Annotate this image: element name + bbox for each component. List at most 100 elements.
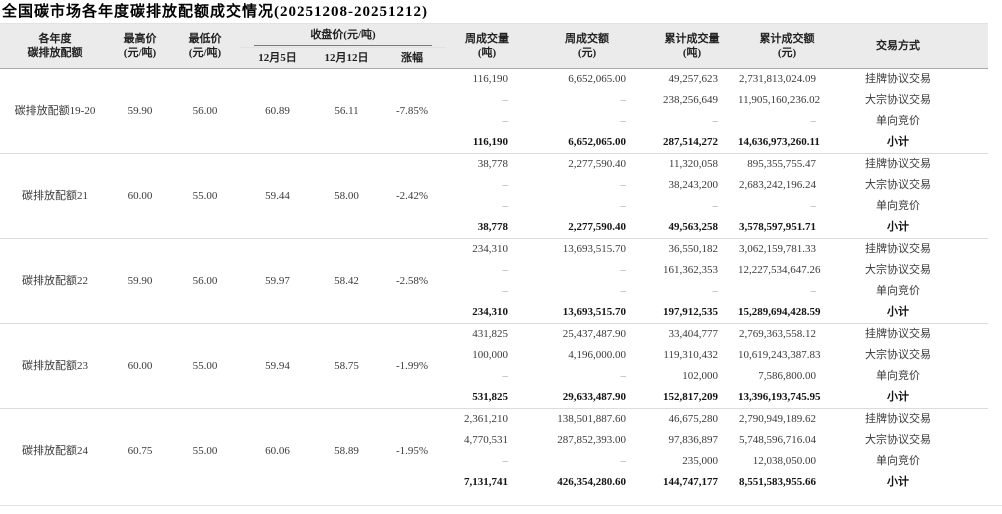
- weekly-amount: –: [620, 179, 627, 191]
- highest-price: 60.75: [127, 444, 153, 457]
- cumulative-amount: 14,636,973,260.11: [738, 136, 820, 148]
- subtotal-row: 116,190 6,652,065.00 287,514,272 14,636,973…: [0, 132, 988, 154]
- highest-price: 60.00: [127, 189, 153, 202]
- trade-method: 小计: [887, 476, 910, 488]
- trade-type-row: – – 235,000 12,038,050.00 单向竞价: [0, 451, 988, 472]
- trade-method: 单向竞价: [876, 455, 921, 467]
- col-header-product: 各年度 碳排放配额: [0, 23, 110, 69]
- weekly-volume: –: [502, 115, 509, 127]
- price-change: -2.42%: [395, 189, 429, 202]
- col-header-weekly-amount: 周成交额 (元): [528, 23, 647, 69]
- allowance-name: 碳排放配额22: [22, 274, 88, 287]
- cumulative-amount: 5,748,596,716.04: [739, 434, 817, 446]
- col-header-highest-price: 最高价 (元/吨): [110, 23, 170, 69]
- col-header-weekly-volume: 周成交量 (吨): [446, 23, 529, 69]
- weekly-volume: –: [502, 94, 509, 106]
- weekly-volume: 38,778: [477, 158, 509, 170]
- weekly-volume: 2,361,210: [464, 413, 509, 425]
- carbon-market-table: 各年度 碳排放配额 最高价 (元/吨) 最低价 (元/吨) 收盘价(元/吨) 周…: [0, 23, 989, 493]
- cumulative-amount: 15,289,694,428.59: [738, 306, 821, 318]
- trade-type-row: – – – – 单向竞价: [0, 111, 988, 132]
- allowance-group: 碳排放配额23 60.00 55.00 59.94 58.75 -1.99% 431,825…: [0, 324, 989, 409]
- subtotal-row: 531,825 29,633,487.90 152,817,209 13,396,19…: [0, 387, 988, 409]
- trade-type-row: 碳排放配额22 59.90 56.00 59.97 58.42 -2.58% 234,310…: [0, 239, 988, 287]
- cumulative-volume: 287,514,272: [663, 136, 719, 148]
- weekly-amount: –: [620, 115, 627, 127]
- table-header: 各年度 碳排放配额 最高价 (元/吨) 最低价 (元/吨) 收盘价(元/吨) 周…: [0, 23, 989, 69]
- cumulative-volume: 33,404,777: [668, 328, 719, 340]
- weekly-amount: 287,852,393.00: [557, 434, 627, 446]
- col-header-trade-method: 交易方式: [836, 23, 989, 69]
- cumulative-volume: 238,256,649: [663, 94, 719, 106]
- close-price-dec12: 58.42: [334, 274, 359, 287]
- lowest-price: 55.00: [192, 444, 218, 457]
- weekly-volume: –: [502, 370, 509, 382]
- trade-method: 挂牌协议交易: [865, 158, 932, 170]
- cumulative-volume: –: [712, 285, 719, 297]
- trade-method: 小计: [887, 306, 910, 318]
- trade-method: 小计: [887, 221, 910, 233]
- cumulative-amount: 2,790,949,189.62: [739, 413, 817, 425]
- close-price-dec5: 59.44: [265, 189, 290, 202]
- subtotal-row: 234,310 13,693,515.70 197,912,535 15,289,69…: [0, 302, 988, 324]
- weekly-volume: 100,000: [472, 349, 509, 361]
- trade-method: 挂牌协议交易: [865, 73, 932, 85]
- close-price-dec5: 60.89: [265, 104, 290, 117]
- weekly-volume: –: [502, 285, 509, 297]
- weekly-volume: 116,190: [472, 136, 509, 148]
- allowance-name: 碳排放配额23: [22, 359, 88, 372]
- close-price-dec12: 56.11: [334, 104, 359, 117]
- col-header-change: 涨幅: [378, 47, 447, 69]
- highest-price: 60.00: [127, 359, 153, 372]
- col-header-cumulative-volume: 累计成交量 (吨): [646, 23, 739, 69]
- cumulative-volume: 38,243,200: [668, 179, 719, 191]
- cumulative-amount: 895,355,755.47: [747, 158, 817, 170]
- weekly-volume: –: [502, 455, 509, 467]
- trade-method: 单向竞价: [876, 285, 921, 297]
- weekly-amount: 6,652,065.00: [568, 136, 627, 148]
- cumulative-volume: 36,550,182: [668, 243, 719, 255]
- close-price-dec12: 58.75: [334, 359, 359, 372]
- trade-type-row: – – 102,000 7,586,800.00 单向竞价: [0, 366, 988, 387]
- weekly-volume: 116,190: [472, 73, 509, 85]
- weekly-amount: –: [620, 200, 627, 212]
- price-change: -1.95%: [395, 444, 429, 457]
- cumulative-volume: 49,257,623: [668, 73, 719, 85]
- subtotal-row: 7,131,741 426,354,280.60 144,747,177 8,551,…: [0, 472, 988, 493]
- cumulative-amount: –: [810, 285, 817, 297]
- trade-type-row: 碳排放配额23 60.00 55.00 59.94 58.75 -1.99% 431,825…: [0, 324, 988, 372]
- weekly-amount: 25,437,487.90: [562, 328, 627, 340]
- lowest-price: 55.00: [192, 189, 218, 202]
- trade-method: 大宗协议交易: [865, 349, 932, 361]
- cumulative-volume: 144,747,177: [663, 476, 719, 488]
- trade-method: 单向竞价: [876, 370, 921, 382]
- cumulative-volume: –: [712, 115, 719, 127]
- trade-type-row: – – 161,362,353 12,227,534,647.26 大宗协议交易: [0, 260, 988, 281]
- weekly-amount: 2,277,590.40: [568, 221, 627, 233]
- col-header-date-dec5: 12月5日: [240, 47, 315, 69]
- allowance-name: 碳排放配额24: [22, 444, 88, 457]
- trade-method: 大宗协议交易: [865, 264, 932, 276]
- weekly-volume: 234,310: [472, 243, 509, 255]
- weekly-amount: –: [620, 94, 627, 106]
- allowance-group: 碳排放配额21 60.00 55.00 59.44 58.00 -2.42% 38,778 2…: [0, 154, 989, 239]
- cumulative-amount: 8,551,583,955.66: [739, 476, 817, 488]
- cumulative-amount: 7,586,800.00: [758, 370, 817, 382]
- cumulative-volume: –: [712, 200, 719, 212]
- cumulative-volume: 11,320,058: [668, 158, 719, 170]
- cumulative-amount: 12,038,050.00: [752, 455, 817, 467]
- trade-method: 大宗协议交易: [865, 179, 932, 191]
- page-title: 全国碳市场各年度碳排放配额成交情况(20251208-20251212): [2, 4, 428, 20]
- table-bottom-border: [0, 505, 1002, 506]
- trade-method: 单向竞价: [876, 200, 921, 212]
- cumulative-volume: 102,000: [682, 370, 719, 382]
- trade-method: 大宗协议交易: [865, 94, 932, 106]
- trade-method: 小计: [887, 391, 910, 403]
- weekly-amount: 2,277,590.40: [568, 158, 627, 170]
- weekly-amount: 13,693,515.70: [562, 243, 627, 255]
- trade-type-row: – – – – 单向竞价: [0, 196, 988, 217]
- cumulative-amount: 3,062,159,781.33: [739, 243, 817, 255]
- weekly-amount: –: [620, 455, 627, 467]
- price-change: -2.58%: [395, 274, 429, 287]
